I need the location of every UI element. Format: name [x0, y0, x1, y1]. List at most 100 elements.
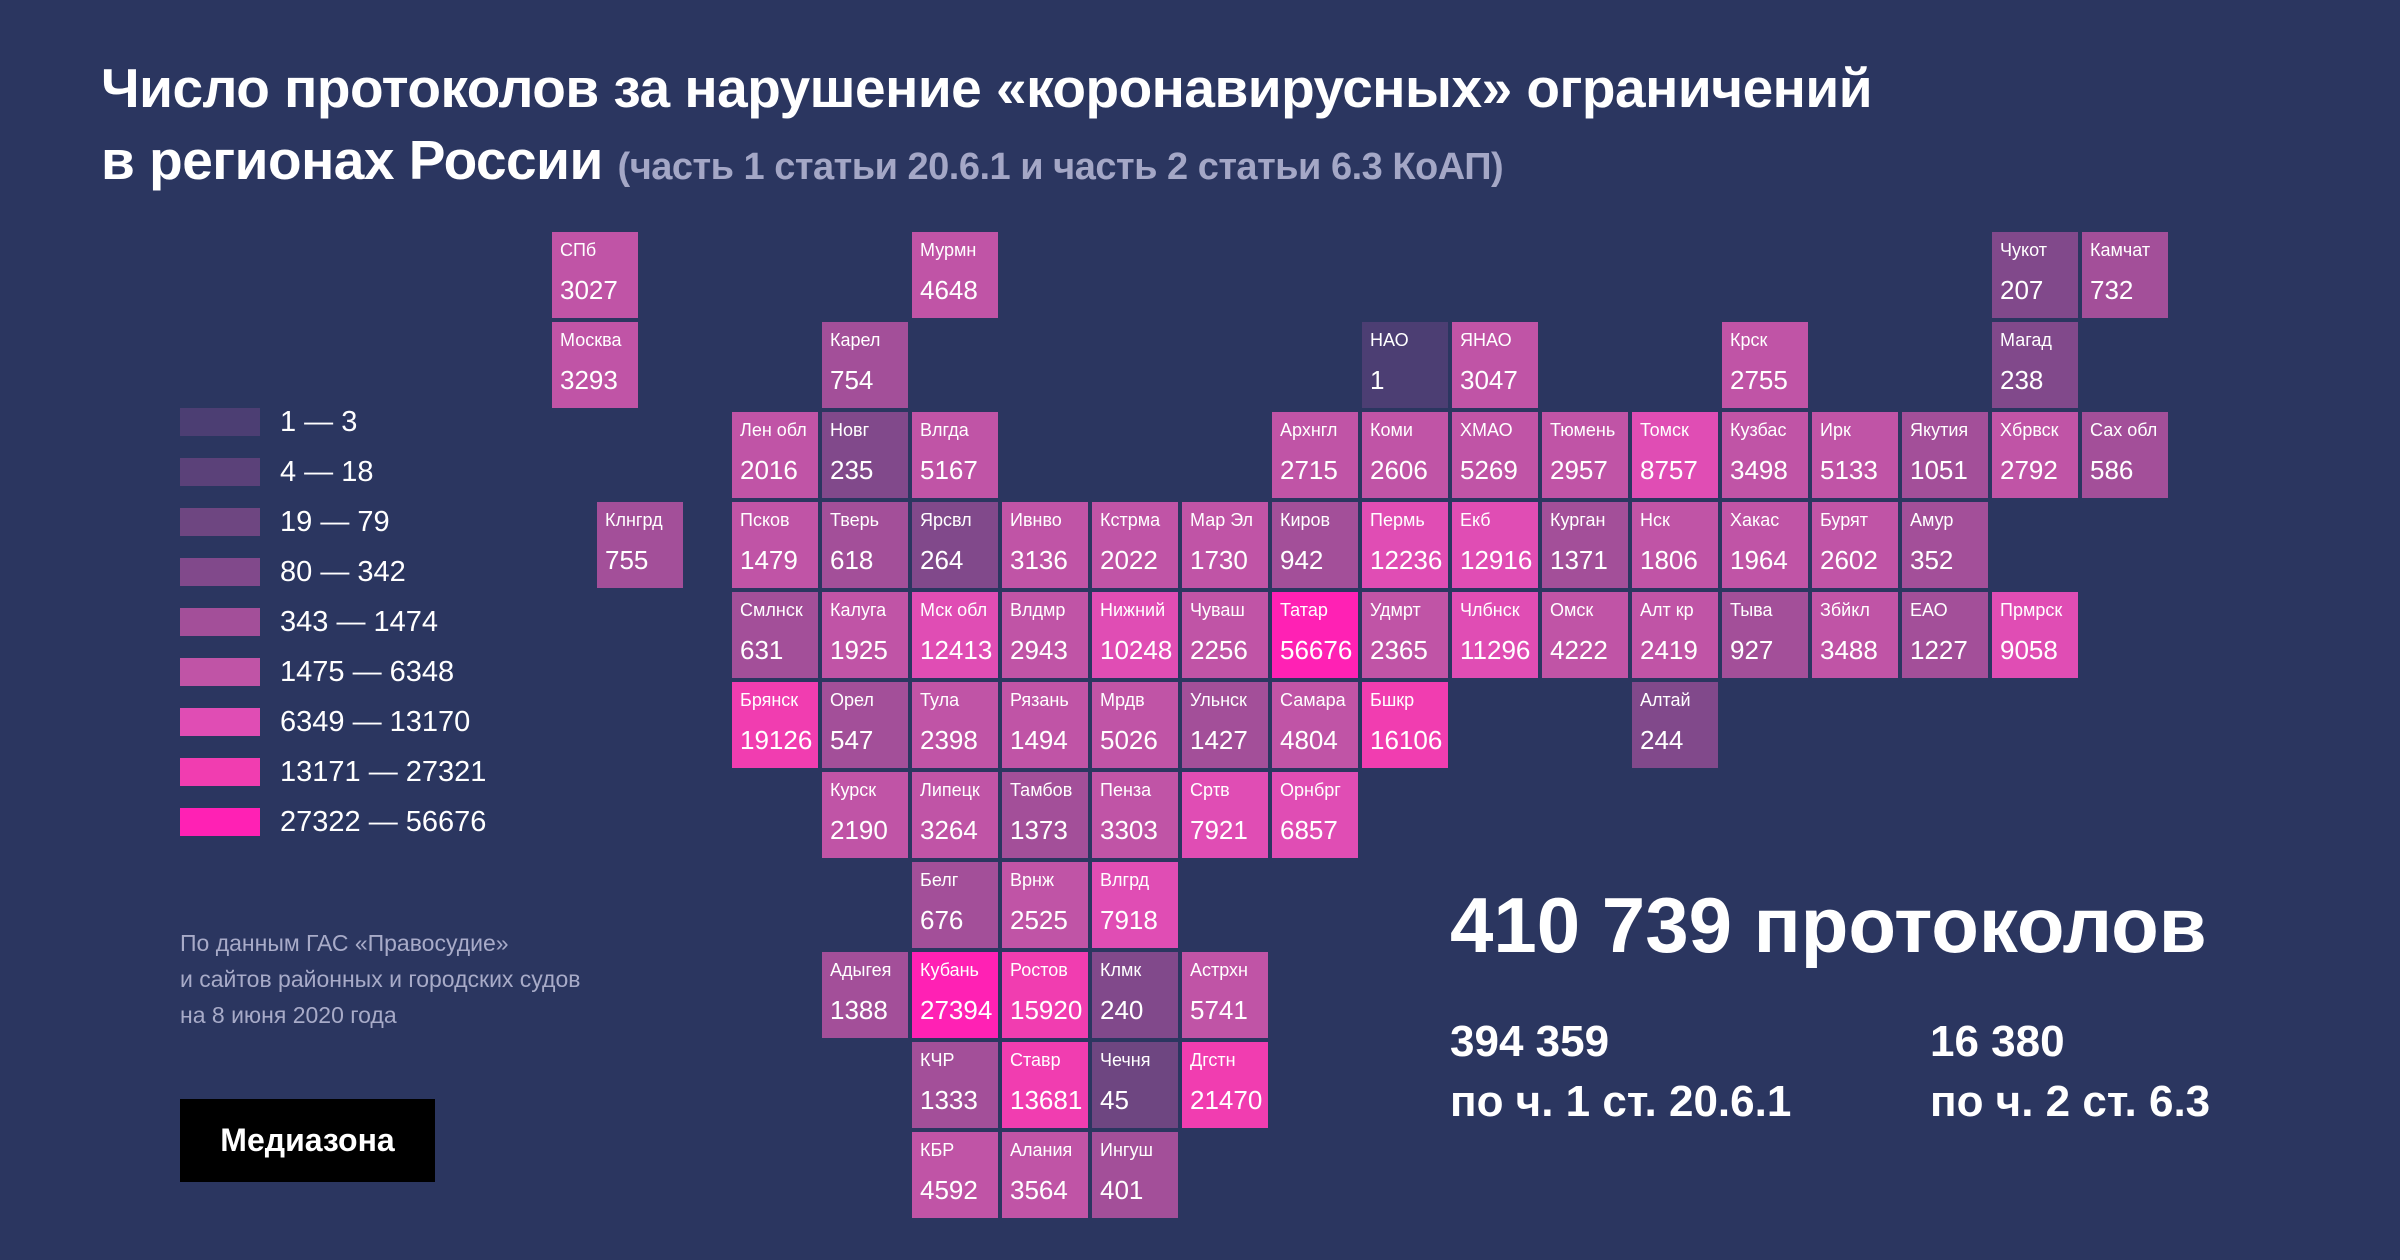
stat-article-6-3: 16 380 по ч. 2 ст. 6.3 — [1930, 1012, 2210, 1132]
region-value: 4648 — [920, 275, 978, 305]
region-value: 3027 — [560, 275, 618, 305]
region-name: Курган — [1550, 510, 1606, 530]
legend-swatch — [180, 408, 260, 436]
region-tile: Мрдв 5026 — [1092, 682, 1178, 768]
region-value: 1051 — [1910, 455, 1968, 485]
region-tile: Мск обл 12413 — [912, 592, 998, 678]
region-tile: Алтай 244 — [1632, 682, 1718, 768]
region-tile: Лен обл 2016 — [732, 412, 818, 498]
region-tile: Смлнск 631 — [732, 592, 818, 678]
region-value: 238 — [2000, 365, 2044, 395]
region-name: Бшкр — [1370, 690, 1415, 710]
region-value: 12916 — [1460, 545, 1533, 575]
region-name: НАО — [1370, 330, 1409, 350]
region-value: 13681 — [1010, 1085, 1083, 1115]
region-value: 1806 — [1640, 545, 1698, 575]
region-value: 2525 — [1010, 905, 1068, 935]
region-tile: Хакас 1964 — [1722, 502, 1808, 588]
legend-item: 13171 — 27321 — [180, 747, 486, 797]
region-tile: Томск 8757 — [1632, 412, 1718, 498]
region-name: Ставр — [1010, 1050, 1061, 1070]
region-value: 754 — [830, 365, 874, 395]
region-tile: Псков 1479 — [732, 502, 818, 588]
region-tile: Кубань 27394 — [912, 952, 998, 1038]
region-value: 12413 — [920, 635, 993, 665]
stat-caption: по ч. 2 ст. 6.3 — [1930, 1077, 2211, 1126]
source-line-2: и сайтов районных и городских судов — [180, 966, 581, 992]
region-value: 2606 — [1370, 455, 1428, 485]
region-tile: Кстрма 2022 — [1092, 502, 1178, 588]
region-name: Чуваш — [1190, 600, 1245, 620]
map-title: Число протоколов за нарушение «коронавир… — [101, 52, 2301, 203]
region-value: 547 — [830, 725, 874, 755]
title-line-1: Число протоколов за нарушение «коронавир… — [101, 57, 1873, 119]
stat-article-20-6-1: 394 359 по ч. 1 ст. 20.6.1 — [1450, 1012, 1791, 1132]
region-tile: Мурмн 4648 — [912, 232, 998, 318]
region-value: 3303 — [1100, 815, 1158, 845]
region-tile: Тюмень 2957 — [1542, 412, 1628, 498]
region-tile: Дгстн 21470 — [1182, 1042, 1268, 1128]
region-value: 45 — [1100, 1085, 1129, 1115]
region-name: Нижний — [1100, 600, 1166, 620]
legend-label: 13171 — 27321 — [280, 755, 487, 788]
region-tile: Ростов 15920 — [1002, 952, 1088, 1038]
region-value: 755 — [605, 545, 649, 575]
legend-item: 4 — 18 — [180, 447, 486, 497]
region-name: Якутия — [1910, 420, 1969, 440]
region-name: Влгда — [920, 420, 969, 440]
region-name: Камчат — [2090, 240, 2151, 260]
region-name: Тыва — [1730, 600, 1773, 620]
region-name: Смлнск — [740, 600, 803, 620]
region-name: Астрхн — [1190, 960, 1248, 980]
region-name: Рязань — [1010, 690, 1069, 710]
region-name: Влдмр — [1010, 600, 1066, 620]
region-name: Клмк — [1100, 960, 1142, 980]
region-value: 2016 — [740, 455, 798, 485]
legend-label: 19 — 79 — [280, 505, 390, 538]
region-tile: Рязань 1494 — [1002, 682, 1088, 768]
region-tile: КБР 4592 — [912, 1132, 998, 1218]
region-tile: Хбрвск 2792 — [1992, 412, 2078, 498]
region-name: Татар — [1280, 600, 1328, 620]
region-value: 1333 — [920, 1085, 978, 1115]
legend-label: 80 — 342 — [280, 555, 406, 588]
region-name: Курск — [830, 780, 877, 800]
region-name: Брянск — [740, 690, 799, 710]
region-name: Орнбрг — [1280, 780, 1341, 800]
stat-caption: по ч. 1 ст. 20.6.1 — [1450, 1077, 1792, 1126]
region-tile: Сах обл 586 — [2082, 412, 2168, 498]
region-tile: Татар 56676 — [1272, 592, 1358, 678]
region-name: Удмрт — [1370, 600, 1421, 620]
region-tile: Ивнво 3136 — [1002, 502, 1088, 588]
region-tile: Тыва 927 — [1722, 592, 1808, 678]
title-main-part: в регионах России — [101, 129, 603, 191]
region-value: 5269 — [1460, 455, 1518, 485]
region-name: СПб — [560, 240, 597, 260]
region-tile: Астрхн 5741 — [1182, 952, 1268, 1038]
region-tile: Москва 3293 — [552, 322, 638, 408]
region-value: 4804 — [1280, 725, 1338, 755]
legend-item: 1 — 3 — [180, 397, 486, 447]
region-tile: Орнбрг 6857 — [1272, 772, 1358, 858]
region-value: 2792 — [2000, 455, 2058, 485]
region-tile: КЧР 1333 — [912, 1042, 998, 1128]
region-tile: Нижний 10248 — [1092, 592, 1178, 678]
region-tile: Прмрск 9058 — [1992, 592, 2078, 678]
region-tile: Курск 2190 — [822, 772, 908, 858]
region-name: Мурмн — [920, 240, 977, 260]
legend-label: 343 — 1474 — [280, 605, 439, 638]
region-name: КЧР — [920, 1050, 955, 1070]
region-name: Ивнво — [1010, 510, 1062, 530]
legend-swatch — [180, 458, 260, 486]
region-tile: Камчат 732 — [2082, 232, 2168, 318]
region-tile: Ярсвл 264 — [912, 502, 998, 588]
region-tile: Срτв 7921 — [1182, 772, 1268, 858]
region-tile: Врнж 2525 — [1002, 862, 1088, 948]
legend-item: 80 — 342 — [180, 547, 486, 597]
region-name: Сах обл — [2090, 420, 2158, 440]
legend-swatch — [180, 708, 260, 736]
legend-swatch — [180, 658, 260, 686]
region-tile: Архнгл 2715 — [1272, 412, 1358, 498]
region-name: Карел — [830, 330, 881, 350]
region-tile: Омск 4222 — [1542, 592, 1628, 678]
